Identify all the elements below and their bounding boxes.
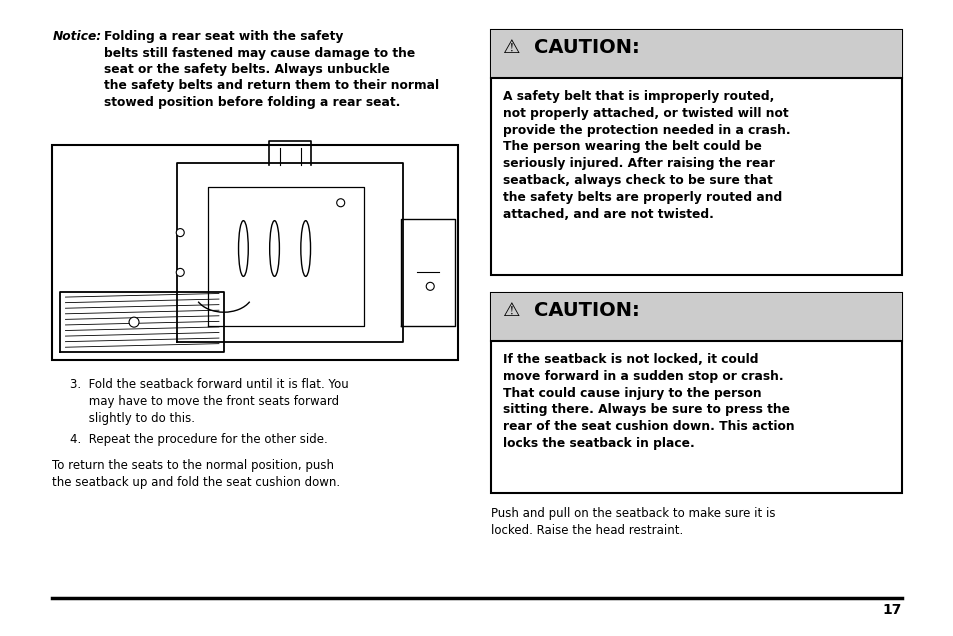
Text: 3.  Fold the seatback forward until it is flat. You
     may have to move the fr: 3. Fold the seatback forward until it is… [71, 378, 349, 425]
Bar [491, 293, 901, 341]
Bar [491, 30, 901, 78]
Circle shape [176, 268, 184, 277]
Text: ⚠  CAUTION:: ⚠ CAUTION: [503, 301, 639, 320]
Ellipse shape [238, 221, 248, 277]
Text: To return the seats to the normal position, push
the seatback up and fold the se: To return the seats to the normal positi… [52, 459, 340, 489]
Text: 17: 17 [882, 603, 901, 617]
Bar [52, 145, 457, 360]
Text: If the seatback is not locked, it could
move forward in a sudden stop or crash.
: If the seatback is not locked, it could … [503, 353, 794, 450]
Circle shape [336, 198, 344, 207]
Text: Push and pull on the seatback to make sure it is
locked. Raise the head restrain: Push and pull on the seatback to make su… [491, 507, 775, 537]
Circle shape [176, 228, 184, 237]
Ellipse shape [270, 221, 279, 277]
Text: ⚠  CAUTION:: ⚠ CAUTION: [503, 38, 639, 57]
Bar [491, 30, 901, 275]
Circle shape [129, 317, 139, 327]
Bar [491, 293, 901, 493]
Text: A safety belt that is improperly routed,
not properly attached, or twisted will : A safety belt that is improperly routed,… [503, 90, 790, 221]
Circle shape [426, 282, 434, 290]
Text: Notice:: Notice: [52, 30, 101, 43]
Ellipse shape [300, 221, 311, 277]
Text: Folding a rear seat with the safety
belts still fastened may cause damage to the: Folding a rear seat with the safety belt… [105, 30, 439, 109]
Text: 4.  Repeat the procedure for the other side.: 4. Repeat the procedure for the other si… [71, 433, 328, 446]
